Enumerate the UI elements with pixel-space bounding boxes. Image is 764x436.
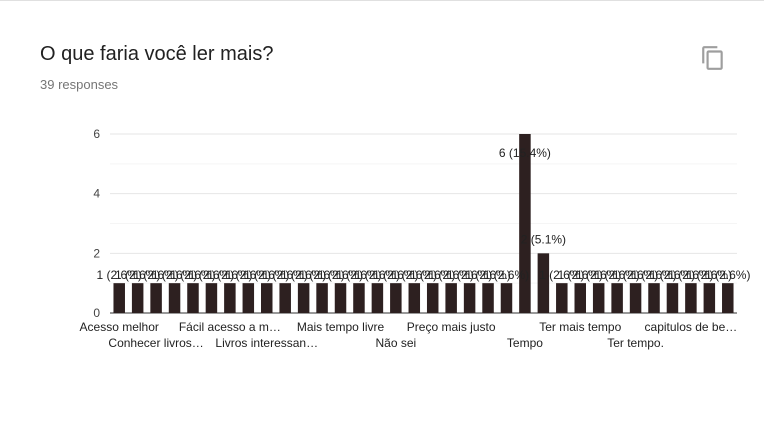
y-tick-label: 6	[93, 127, 100, 141]
data-label: 1 (2.6%)	[558, 268, 603, 282]
bar	[666, 283, 679, 313]
data-label: 1 (2.6%)	[539, 268, 584, 282]
data-label: 1 (2.6%)	[152, 268, 197, 282]
data-label: 1 (2.6%)	[355, 268, 400, 282]
bar	[629, 283, 642, 313]
data-label: 1 (2.6%)	[428, 268, 473, 282]
bar	[426, 283, 439, 313]
data-label: 1 (2.6%)	[668, 268, 713, 282]
bar	[482, 283, 494, 313]
bar	[390, 283, 402, 313]
bar	[371, 283, 384, 313]
bar	[611, 283, 623, 313]
x-tick-label: Preço mais justo	[407, 320, 496, 334]
bar	[224, 283, 236, 313]
bar	[556, 283, 568, 313]
bar	[703, 283, 716, 313]
data-label: 1 (2.6%)	[115, 268, 160, 282]
x-tick-label: Mais tempo livre	[297, 320, 385, 334]
bar	[261, 283, 273, 313]
bar	[187, 283, 199, 313]
data-label: 1 (2.6%)	[318, 268, 363, 282]
bar	[519, 134, 531, 313]
data-label: 1 (2.6%)	[299, 268, 344, 282]
copy-icon[interactable]	[700, 45, 726, 71]
bar	[205, 283, 218, 313]
x-tick-label: Livros interessan…	[215, 336, 318, 350]
bar	[168, 283, 181, 313]
bar	[592, 283, 605, 313]
bar	[722, 283, 734, 313]
bar	[574, 283, 586, 313]
bar	[242, 283, 255, 313]
data-label: 1 (2.6%)	[576, 268, 621, 282]
bar	[279, 283, 291, 313]
data-label: 1 (2.6%)	[336, 268, 381, 282]
data-label: 1 (2.6%)	[613, 268, 658, 282]
data-label: 1 (2.6%)	[189, 268, 234, 282]
x-tick-label: capitulos de be…	[645, 320, 738, 334]
data-label: 1 (2.6%)	[392, 268, 437, 282]
data-label: 1 (2.6%)	[244, 268, 289, 282]
x-tick-label: Conhecer livros…	[108, 336, 203, 350]
bar	[131, 283, 144, 313]
data-label: 1 (2.6%)	[631, 268, 676, 282]
bar	[500, 283, 513, 313]
bar	[463, 283, 476, 313]
bar	[685, 283, 697, 313]
bar	[408, 283, 421, 313]
data-label: 1 (2.6%)	[373, 268, 418, 282]
data-label: 1 (2.6%)	[226, 268, 271, 282]
question-title: O que faria você ler mais?	[40, 43, 274, 65]
data-label: 6 (15.4%)	[499, 146, 551, 160]
bar	[297, 283, 310, 313]
x-tick-label: Acesso melhor	[80, 320, 159, 334]
bar	[648, 283, 660, 313]
bar	[113, 283, 125, 313]
bar	[334, 283, 347, 313]
data-label: 1 (2.6%)	[263, 268, 308, 282]
bar	[445, 283, 457, 313]
bar	[150, 283, 162, 313]
x-tick-label: Ter tempo.	[607, 336, 664, 350]
y-tick-label: 4	[93, 187, 100, 201]
data-label: 2 (5.1%)	[521, 232, 566, 246]
bar	[316, 283, 328, 313]
data-label: 1 (2.6%)	[594, 268, 639, 282]
x-tick-label: Não sei	[375, 336, 416, 350]
x-tick-label: Fácil acesso a m…	[179, 320, 281, 334]
data-label: 1 (2.6%)	[207, 268, 252, 282]
x-tick-label: Tempo	[507, 336, 543, 350]
data-label: 1 (2.6%)	[687, 268, 732, 282]
response-count: 39 responses	[40, 77, 119, 92]
y-tick-label: 0	[93, 306, 100, 320]
y-tick-label: 2	[93, 246, 100, 260]
data-label: 1 (2.6%)	[465, 268, 510, 282]
data-label: 1 (2.6%)	[133, 268, 178, 282]
data-label: 1 (2.6%)	[705, 268, 750, 282]
data-label: 1 (2.6%)	[170, 268, 215, 282]
bar	[353, 283, 365, 313]
data-label: 1 (2.6%)	[447, 268, 492, 282]
data-label: 1 (2.6%)	[97, 268, 142, 282]
x-tick-label: Ter mais tempo	[539, 320, 621, 334]
data-label: 1 (2.6%)	[281, 268, 326, 282]
data-label: 1 (2.6%)	[484, 268, 529, 282]
data-label: 1 (2.6%)	[410, 268, 455, 282]
data-label: 1 (2.6%)	[650, 268, 695, 282]
bar	[537, 253, 550, 313]
